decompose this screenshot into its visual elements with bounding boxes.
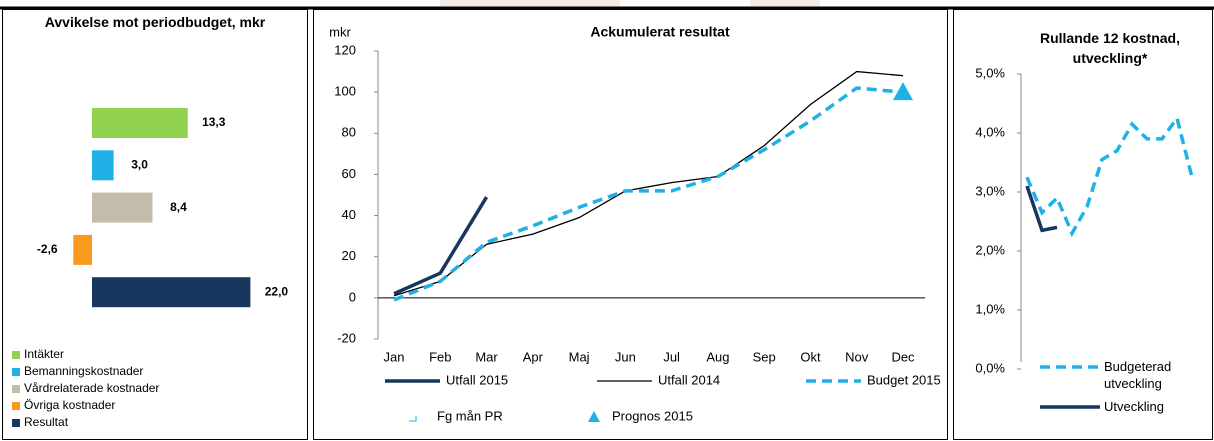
legend-label: Vårdrelaterade kostnader (24, 381, 159, 395)
x-tick-label: Jul (663, 349, 680, 364)
x-tick-label: Mar (475, 349, 498, 364)
x-tick-label: Sep (753, 349, 776, 364)
x-tick-label: Jun (615, 349, 636, 364)
y-tick-label: 4,0% (975, 124, 1005, 139)
chart-title-box: Rullande 12 kostnad, utveckling* (1039, 30, 1181, 66)
value-label: 22,0 (265, 284, 289, 298)
bar (92, 192, 153, 223)
legend-label: Bemanningskostnader (24, 364, 143, 378)
x-tick-label: Nov (845, 349, 869, 364)
y-tick-label: 0 (349, 289, 356, 304)
value-label: 3,0 (131, 157, 148, 171)
x-tick-label: Dec (891, 349, 915, 364)
value-label: 8,4 (170, 200, 187, 214)
legend-label-box: Budgeterad utveckling (1104, 359, 1172, 391)
x-tick-label: Jan (384, 349, 405, 364)
y-tick-label: 1,0% (975, 301, 1005, 316)
y-tick-label: -20 (337, 330, 356, 345)
x-tick-label: Apr (523, 349, 544, 364)
legend-label: Övriga kostnader (24, 398, 115, 412)
panel (2, 9, 308, 440)
bar (92, 108, 188, 138)
series-line (393, 70, 904, 297)
legend-label: Utveckling (1104, 399, 1164, 414)
x-tick-label: Feb (429, 349, 451, 364)
series-line (1025, 114, 1194, 238)
x-tick-label: Okt (800, 349, 821, 364)
legend-label: Budgeterad utveckling (1104, 359, 1172, 391)
chart-title: Ackumulerat resultat (590, 24, 730, 40)
legend-label: Fg mån PR (437, 408, 503, 423)
value-label: 13,3 (202, 115, 226, 129)
y-tick-label: 20 (342, 248, 356, 263)
legend-swatch (12, 419, 20, 427)
legend-label: Budget 2015 (867, 372, 941, 387)
legend-swatch (12, 368, 20, 376)
legend-label-box: Utveckling (1104, 399, 1164, 414)
series-line (1025, 185, 1058, 233)
legend-label: Prognos 2015 (612, 408, 693, 423)
y-tick-label: 120 (334, 42, 356, 57)
panel (313, 9, 948, 440)
y-tick-label: 40 (342, 207, 356, 222)
bar (92, 277, 251, 308)
y-tick-label: 0,0% (975, 360, 1005, 375)
y-axis-label: mkr (329, 24, 351, 39)
y-tick-label: 2,0% (975, 242, 1005, 257)
legend-label: Resultat (24, 415, 69, 429)
series-line (393, 86, 904, 302)
legend-swatch (12, 402, 20, 410)
legend-swatch (12, 385, 20, 393)
y-tick-label: 60 (342, 166, 356, 181)
header-band (750, 0, 820, 8)
bar (92, 150, 114, 181)
legend-swatch (12, 351, 20, 359)
x-tick-label: Maj (569, 349, 590, 364)
legend-label: Utfall 2015 (446, 372, 508, 387)
y-tick-label: 100 (334, 84, 356, 99)
y-tick-label: 3,0% (975, 183, 1005, 198)
chart-title-box: Avvikelse mot periodbudget, mkr (44, 14, 266, 30)
legend-label: Intäkter (24, 347, 64, 361)
legend-label: Utfall 2014 (658, 372, 720, 387)
legend-marker (588, 411, 600, 422)
marker (893, 82, 913, 101)
x-tick-label: Aug (706, 349, 729, 364)
y-tick-label: 5,0% (975, 65, 1005, 80)
header-band (440, 0, 620, 8)
legend-marker (409, 416, 417, 422)
panel (953, 9, 1213, 440)
chart-title: Avvikelse mot periodbudget, mkr (44, 14, 266, 30)
bar (73, 234, 92, 265)
y-tick-label: 80 (342, 125, 356, 140)
series-line (393, 196, 489, 296)
chart-title: Rullande 12 kostnad, utveckling* (1039, 30, 1181, 66)
value-label: -2,6 (37, 242, 58, 256)
